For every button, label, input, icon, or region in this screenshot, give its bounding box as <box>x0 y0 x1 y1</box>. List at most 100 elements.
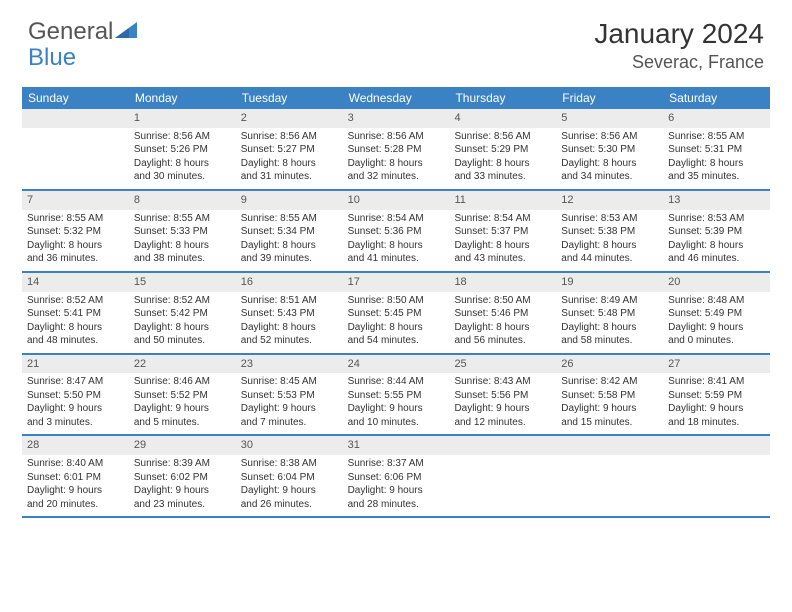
day-cell: 4Sunrise: 8:56 AMSunset: 5:29 PMDaylight… <box>449 109 556 189</box>
day-detail-line: and 32 minutes. <box>348 170 445 184</box>
day-body: Sunrise: 8:49 AMSunset: 5:48 PMDaylight:… <box>556 292 663 353</box>
day-detail-line: and 10 minutes. <box>348 416 445 430</box>
logo-triangle-icon <box>115 20 137 45</box>
day-detail-line: and 36 minutes. <box>27 252 124 266</box>
day-detail-line: and 31 minutes. <box>241 170 338 184</box>
day-detail-line: Sunrise: 8:50 AM <box>348 294 445 308</box>
day-cell: 7Sunrise: 8:55 AMSunset: 5:32 PMDaylight… <box>22 191 129 271</box>
day-detail-line: Sunrise: 8:53 AM <box>561 212 658 226</box>
day-body: Sunrise: 8:55 AMSunset: 5:31 PMDaylight:… <box>663 128 770 189</box>
week-row: 28Sunrise: 8:40 AMSunset: 6:01 PMDayligh… <box>22 436 770 518</box>
day-body: Sunrise: 8:44 AMSunset: 5:55 PMDaylight:… <box>343 373 450 434</box>
day-detail-line: Sunrise: 8:44 AM <box>348 375 445 389</box>
logo: General <box>28 18 139 46</box>
week-row: 21Sunrise: 8:47 AMSunset: 5:50 PMDayligh… <box>22 355 770 437</box>
day-detail-line: Daylight: 8 hours <box>561 321 658 335</box>
day-cell: 1Sunrise: 8:56 AMSunset: 5:26 PMDaylight… <box>129 109 236 189</box>
day-number: 16 <box>236 273 343 292</box>
day-cell: 17Sunrise: 8:50 AMSunset: 5:45 PMDayligh… <box>343 273 450 353</box>
day-detail-line: Sunrise: 8:55 AM <box>241 212 338 226</box>
day-body: Sunrise: 8:47 AMSunset: 5:50 PMDaylight:… <box>22 373 129 434</box>
day-detail-line: Daylight: 8 hours <box>454 321 551 335</box>
day-cell: 29Sunrise: 8:39 AMSunset: 6:02 PMDayligh… <box>129 436 236 516</box>
day-detail-line: Daylight: 8 hours <box>134 321 231 335</box>
logo-text-1: General <box>28 18 113 46</box>
day-detail-line: Sunset: 5:53 PM <box>241 389 338 403</box>
day-detail-line: Sunset: 5:55 PM <box>348 389 445 403</box>
day-cell: 31Sunrise: 8:37 AMSunset: 6:06 PMDayligh… <box>343 436 450 516</box>
day-detail-line: and 43 minutes. <box>454 252 551 266</box>
day-cell: 6Sunrise: 8:55 AMSunset: 5:31 PMDaylight… <box>663 109 770 189</box>
day-detail-line: Sunrise: 8:56 AM <box>241 130 338 144</box>
day-cell: 14Sunrise: 8:52 AMSunset: 5:41 PMDayligh… <box>22 273 129 353</box>
day-number <box>22 109 129 128</box>
day-detail-line: and 50 minutes. <box>134 334 231 348</box>
day-detail-line: Sunrise: 8:48 AM <box>668 294 765 308</box>
day-number: 8 <box>129 191 236 210</box>
day-cell <box>556 436 663 516</box>
day-number <box>663 436 770 455</box>
day-body: Sunrise: 8:52 AMSunset: 5:41 PMDaylight:… <box>22 292 129 353</box>
day-number: 9 <box>236 191 343 210</box>
day-detail-line: Daylight: 8 hours <box>27 321 124 335</box>
day-detail-line: and 12 minutes. <box>454 416 551 430</box>
day-cell <box>22 109 129 189</box>
day-detail-line: Sunset: 5:52 PM <box>134 389 231 403</box>
day-detail-line: Sunset: 5:42 PM <box>134 307 231 321</box>
day-detail-line: Sunrise: 8:43 AM <box>454 375 551 389</box>
day-cell: 27Sunrise: 8:41 AMSunset: 5:59 PMDayligh… <box>663 355 770 435</box>
day-detail-line: Daylight: 8 hours <box>668 157 765 171</box>
day-detail-line: and 30 minutes. <box>134 170 231 184</box>
day-body: Sunrise: 8:48 AMSunset: 5:49 PMDaylight:… <box>663 292 770 353</box>
week-row: 14Sunrise: 8:52 AMSunset: 5:41 PMDayligh… <box>22 273 770 355</box>
day-detail-line: Sunrise: 8:50 AM <box>454 294 551 308</box>
day-detail-line: Sunset: 5:48 PM <box>561 307 658 321</box>
day-detail-line: Sunset: 5:32 PM <box>27 225 124 239</box>
day-detail-line: Sunset: 5:30 PM <box>561 143 658 157</box>
day-detail-line: Daylight: 9 hours <box>241 484 338 498</box>
day-cell: 24Sunrise: 8:44 AMSunset: 5:55 PMDayligh… <box>343 355 450 435</box>
day-detail-line: Daylight: 9 hours <box>348 484 445 498</box>
day-detail-line: and 15 minutes. <box>561 416 658 430</box>
day-body: Sunrise: 8:55 AMSunset: 5:34 PMDaylight:… <box>236 210 343 271</box>
day-detail-line: Daylight: 8 hours <box>348 239 445 253</box>
day-detail-line: Daylight: 8 hours <box>134 239 231 253</box>
day-detail-line: Sunset: 5:33 PM <box>134 225 231 239</box>
day-number: 27 <box>663 355 770 374</box>
day-body: Sunrise: 8:53 AMSunset: 5:39 PMDaylight:… <box>663 210 770 271</box>
day-body: Sunrise: 8:51 AMSunset: 5:43 PMDaylight:… <box>236 292 343 353</box>
day-detail-line: Sunrise: 8:55 AM <box>27 212 124 226</box>
day-number: 11 <box>449 191 556 210</box>
day-detail-line: and 46 minutes. <box>668 252 765 266</box>
day-number: 6 <box>663 109 770 128</box>
day-detail-line: Sunrise: 8:51 AM <box>241 294 338 308</box>
day-detail-line: and 0 minutes. <box>668 334 765 348</box>
day-detail-line: Daylight: 9 hours <box>561 402 658 416</box>
day-detail-line: Sunrise: 8:56 AM <box>561 130 658 144</box>
weekday-header: Saturday <box>663 87 770 109</box>
day-detail-line: Sunrise: 8:49 AM <box>561 294 658 308</box>
weekday-header: Friday <box>556 87 663 109</box>
day-detail-line: and 52 minutes. <box>241 334 338 348</box>
weekday-header: Sunday <box>22 87 129 109</box>
day-number: 28 <box>22 436 129 455</box>
day-number: 17 <box>343 273 450 292</box>
day-detail-line: Daylight: 9 hours <box>348 402 445 416</box>
day-detail-line: Sunset: 6:01 PM <box>27 471 124 485</box>
day-cell: 9Sunrise: 8:55 AMSunset: 5:34 PMDaylight… <box>236 191 343 271</box>
day-detail-line: Sunrise: 8:38 AM <box>241 457 338 471</box>
day-detail-line: Sunrise: 8:54 AM <box>454 212 551 226</box>
location: Severac, France <box>594 52 764 73</box>
day-cell: 10Sunrise: 8:54 AMSunset: 5:36 PMDayligh… <box>343 191 450 271</box>
day-detail-line: Sunset: 5:39 PM <box>668 225 765 239</box>
day-detail-line: and 7 minutes. <box>241 416 338 430</box>
day-detail-line: Sunrise: 8:39 AM <box>134 457 231 471</box>
day-cell: 25Sunrise: 8:43 AMSunset: 5:56 PMDayligh… <box>449 355 556 435</box>
day-cell <box>449 436 556 516</box>
day-detail-line: Sunset: 6:02 PM <box>134 471 231 485</box>
day-cell: 5Sunrise: 8:56 AMSunset: 5:30 PMDaylight… <box>556 109 663 189</box>
day-cell <box>663 436 770 516</box>
day-detail-line: Daylight: 8 hours <box>454 239 551 253</box>
day-detail-line: Sunset: 5:59 PM <box>668 389 765 403</box>
day-detail-line: and 18 minutes. <box>668 416 765 430</box>
